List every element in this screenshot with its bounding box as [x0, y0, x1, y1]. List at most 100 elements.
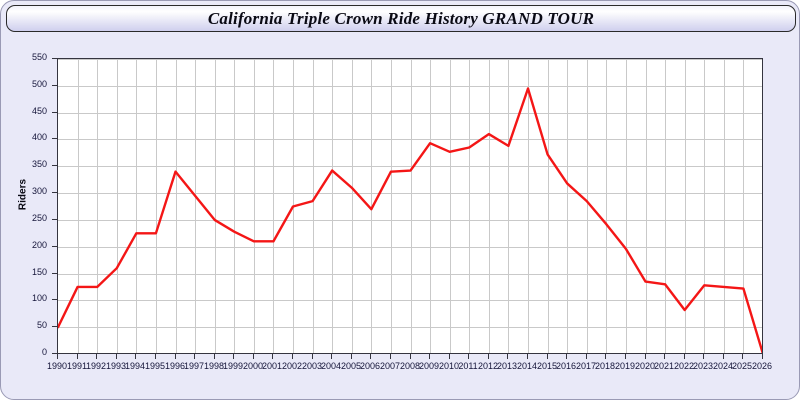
gridline-vertical — [606, 59, 607, 353]
gridline-horizontal — [58, 59, 762, 60]
x-tick-label: 1995 — [144, 361, 166, 371]
x-tick-label: 2000 — [242, 361, 264, 371]
x-tick-mark — [762, 354, 763, 359]
y-tick-label: 100 — [31, 293, 47, 303]
gridline-vertical — [117, 59, 118, 353]
gridline-vertical — [724, 59, 725, 353]
x-tick-mark — [390, 354, 391, 359]
x-tick-mark — [468, 354, 469, 359]
x-tick-label: 1996 — [164, 361, 186, 371]
x-tick-label: 2016 — [555, 361, 577, 371]
series-polyline — [58, 87, 762, 353]
y-tick-label: 50 — [36, 320, 47, 330]
gridline-horizontal — [58, 166, 762, 167]
y-tick-mark — [52, 165, 57, 166]
x-tick-mark — [292, 354, 293, 359]
x-tick-mark — [507, 354, 508, 359]
x-tick-label: 2001 — [261, 361, 283, 371]
x-tick-label: 2022 — [673, 361, 695, 371]
x-tick-mark — [194, 354, 195, 359]
x-tick-mark — [449, 354, 450, 359]
x-tick-label: 2018 — [594, 361, 616, 371]
x-tick-mark — [605, 354, 606, 359]
gridline-horizontal — [58, 327, 762, 328]
gridline-vertical — [195, 59, 196, 353]
x-tick-label: 1994 — [124, 361, 146, 371]
gridline-vertical — [273, 59, 274, 353]
x-tick-mark — [116, 354, 117, 359]
y-tick-mark — [52, 58, 57, 59]
x-tick-label: 1997 — [183, 361, 205, 371]
plot-area — [57, 58, 763, 354]
gridline-vertical — [136, 59, 137, 353]
gridline-vertical — [371, 59, 372, 353]
y-tick-label: 500 — [31, 79, 47, 89]
x-tick-label: 2008 — [399, 361, 421, 371]
x-tick-mark — [351, 354, 352, 359]
x-tick-label: 1999 — [222, 361, 244, 371]
gridline-vertical — [508, 59, 509, 353]
x-tick-label: 2019 — [614, 361, 636, 371]
x-tick-mark — [566, 354, 567, 359]
gridline-vertical — [685, 59, 686, 353]
x-tick-label: 2010 — [438, 361, 460, 371]
x-tick-mark — [410, 354, 411, 359]
y-tick-label: 300 — [31, 186, 47, 196]
gridline-horizontal — [58, 86, 762, 87]
x-tick-label: 1991 — [66, 361, 88, 371]
y-tick-label: 200 — [31, 240, 47, 250]
x-tick-mark — [527, 354, 528, 359]
gridline-horizontal — [58, 220, 762, 221]
gridline-horizontal — [58, 300, 762, 301]
gridline-vertical — [704, 59, 705, 353]
y-tick-mark — [52, 246, 57, 247]
line-series-riders — [58, 87, 762, 353]
x-tick-label: 2013 — [496, 361, 518, 371]
x-tick-label: 2007 — [379, 361, 401, 371]
y-tick-label: 450 — [31, 106, 47, 116]
y-tick-label: 550 — [31, 52, 47, 62]
x-tick-mark — [684, 354, 685, 359]
y-tick-mark — [52, 85, 57, 86]
x-tick-label: 2002 — [281, 361, 303, 371]
gridline-vertical — [430, 59, 431, 353]
gridline-vertical — [78, 59, 79, 353]
x-tick-label: 2015 — [536, 361, 558, 371]
x-tick-mark — [96, 354, 97, 359]
y-tick-mark — [52, 299, 57, 300]
gridline-vertical — [332, 59, 333, 353]
gridline-vertical — [176, 59, 177, 353]
gridline-horizontal — [58, 274, 762, 275]
x-tick-mark — [214, 354, 215, 359]
x-tick-mark — [253, 354, 254, 359]
x-tick-mark — [175, 354, 176, 359]
y-tick-mark — [52, 353, 57, 354]
gridline-vertical — [234, 59, 235, 353]
title-bar: California Triple Crown Ride History GRA… — [6, 5, 796, 32]
x-tick-mark — [135, 354, 136, 359]
x-tick-mark — [586, 354, 587, 359]
x-tick-label: 2021 — [653, 361, 675, 371]
gridline-horizontal — [58, 247, 762, 248]
y-tick-mark — [52, 273, 57, 274]
y-tick-mark — [52, 219, 57, 220]
x-tick-mark — [272, 354, 273, 359]
gridline-vertical — [254, 59, 255, 353]
x-tick-mark — [645, 354, 646, 359]
gridline-horizontal — [58, 139, 762, 140]
gridline-vertical — [665, 59, 666, 353]
y-tick-label: 250 — [31, 213, 47, 223]
gridline-vertical — [548, 59, 549, 353]
gridline-vertical — [352, 59, 353, 353]
y-tick-mark — [52, 326, 57, 327]
y-tick-label: 0 — [41, 347, 47, 357]
x-tick-mark — [77, 354, 78, 359]
gridline-vertical — [391, 59, 392, 353]
x-tick-label: 2024 — [712, 361, 734, 371]
gridline-vertical — [587, 59, 588, 353]
gridline-vertical — [567, 59, 568, 353]
gridline-vertical — [215, 59, 216, 353]
page-title: California Triple Crown Ride History GRA… — [207, 8, 595, 28]
x-tick-mark — [664, 354, 665, 359]
x-tick-mark — [625, 354, 626, 359]
